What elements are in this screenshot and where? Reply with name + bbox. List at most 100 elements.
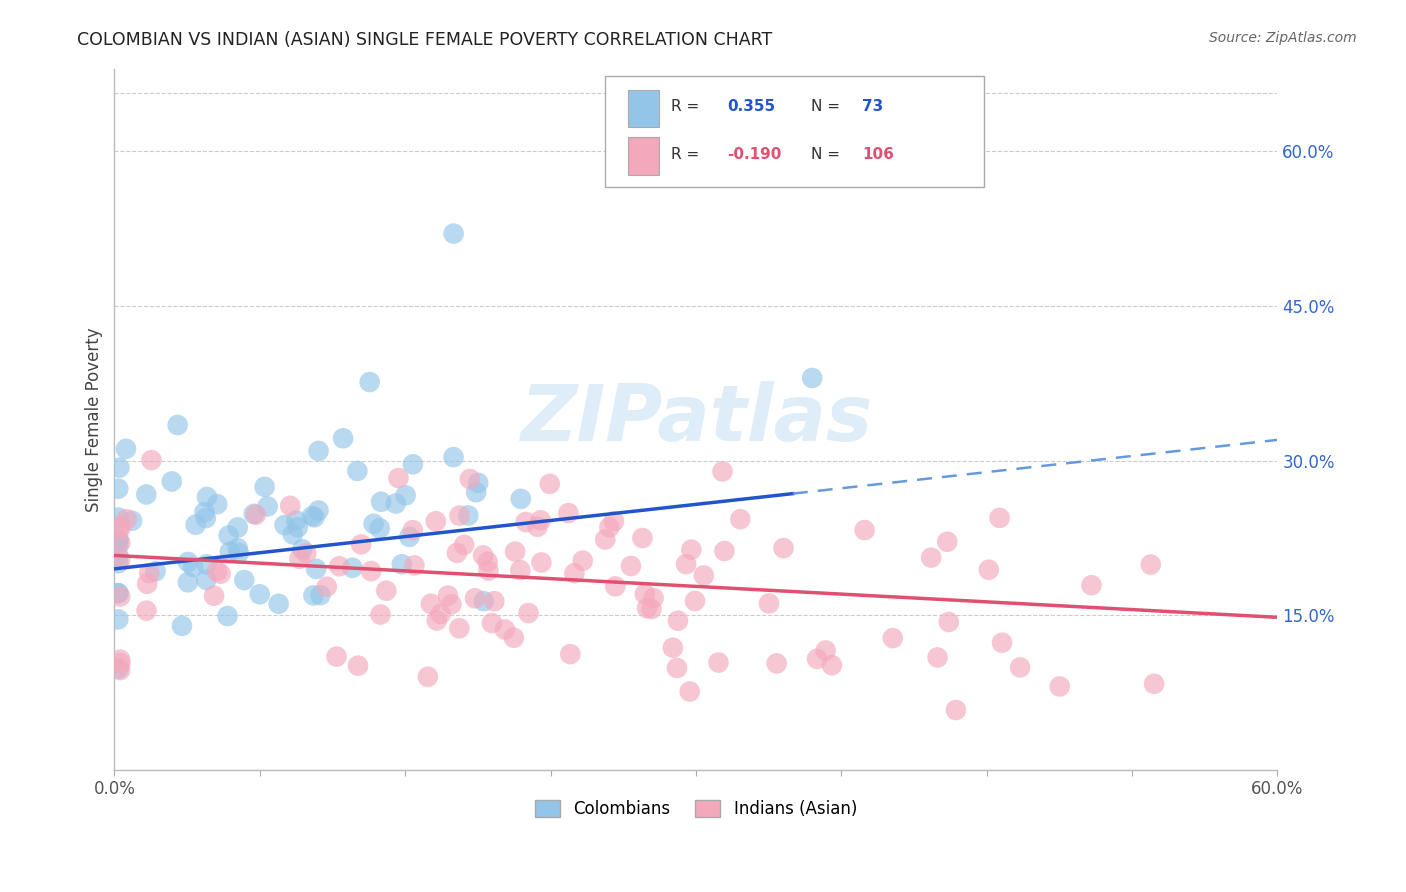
Text: N =: N =: [811, 99, 841, 114]
Point: [177, 555, 200, 569]
Point: [160, 475, 183, 489]
Point: [821, 658, 844, 673]
Point: [538, 476, 561, 491]
Point: [108, 460, 131, 475]
Point: [370, 494, 392, 508]
Point: [218, 528, 240, 542]
Point: [145, 564, 167, 578]
Point: [603, 514, 626, 528]
Point: [458, 472, 481, 486]
Point: [598, 520, 620, 534]
Point: [209, 566, 232, 581]
Point: [395, 488, 418, 502]
Point: [713, 544, 735, 558]
Point: [429, 607, 451, 621]
Point: [193, 505, 215, 519]
Text: R =: R =: [671, 146, 704, 161]
Point: [477, 555, 499, 569]
Point: [620, 559, 643, 574]
Point: [328, 559, 350, 574]
Point: [107, 532, 129, 546]
Point: [977, 563, 1000, 577]
Point: [233, 573, 256, 587]
Point: [219, 544, 242, 558]
Point: [135, 487, 157, 501]
Point: [281, 527, 304, 541]
Point: [707, 656, 730, 670]
Point: [385, 496, 408, 510]
Point: [472, 594, 495, 608]
Point: [530, 556, 553, 570]
Point: [308, 503, 330, 517]
Point: [801, 371, 824, 385]
Point: [141, 453, 163, 467]
Point: [194, 511, 217, 525]
Point: [107, 662, 129, 676]
Point: [267, 597, 290, 611]
Point: [425, 514, 447, 528]
Point: [301, 509, 323, 524]
Point: [107, 510, 129, 524]
Point: [315, 580, 337, 594]
Point: [453, 538, 475, 552]
Point: [853, 523, 876, 537]
Point: [605, 579, 627, 593]
Point: [110, 536, 132, 550]
Point: [920, 550, 942, 565]
Point: [402, 523, 425, 537]
Point: [332, 431, 354, 445]
Point: [195, 490, 218, 504]
Point: [115, 512, 138, 526]
Point: [481, 616, 503, 631]
Point: [665, 661, 688, 675]
Point: [666, 614, 689, 628]
Point: [882, 631, 904, 645]
Point: [387, 471, 409, 485]
Point: [991, 636, 1014, 650]
Point: [772, 541, 794, 555]
Point: [416, 670, 439, 684]
Y-axis label: Single Female Poverty: Single Female Poverty: [86, 327, 103, 512]
Text: Source: ZipAtlas.com: Source: ZipAtlas.com: [1209, 31, 1357, 45]
Point: [256, 500, 278, 514]
Point: [205, 565, 228, 579]
Point: [110, 657, 132, 671]
Point: [207, 497, 229, 511]
Point: [730, 512, 752, 526]
Point: [464, 591, 486, 606]
Point: [402, 458, 425, 472]
Point: [309, 588, 332, 602]
Point: [449, 508, 471, 523]
Point: [110, 663, 132, 677]
Point: [110, 590, 132, 604]
Point: [121, 514, 143, 528]
Point: [1010, 660, 1032, 674]
Legend: Colombians, Indians (Asian): Colombians, Indians (Asian): [529, 793, 863, 825]
Point: [342, 561, 364, 575]
Point: [181, 560, 204, 574]
Point: [107, 549, 129, 563]
Point: [245, 508, 267, 522]
Point: [404, 558, 426, 573]
Text: N =: N =: [811, 146, 841, 161]
Point: [449, 621, 471, 635]
Point: [291, 542, 314, 557]
Point: [107, 586, 129, 600]
Point: [249, 587, 271, 601]
Point: [945, 703, 967, 717]
Text: COLOMBIAN VS INDIAN (ASIAN) SINGLE FEMALE POVERTY CORRELATION CHART: COLOMBIAN VS INDIAN (ASIAN) SINGLE FEMAL…: [77, 31, 772, 49]
Point: [631, 531, 654, 545]
Point: [226, 541, 249, 556]
Text: ZIPatlas: ZIPatlas: [520, 381, 872, 458]
Point: [419, 597, 441, 611]
Point: [1139, 558, 1161, 572]
Point: [228, 546, 250, 560]
Point: [110, 553, 132, 567]
Point: [693, 568, 716, 582]
Text: -0.190: -0.190: [727, 146, 782, 161]
Point: [195, 558, 218, 572]
Point: [1080, 578, 1102, 592]
Point: [509, 491, 531, 506]
Point: [765, 657, 787, 671]
Point: [195, 573, 218, 587]
